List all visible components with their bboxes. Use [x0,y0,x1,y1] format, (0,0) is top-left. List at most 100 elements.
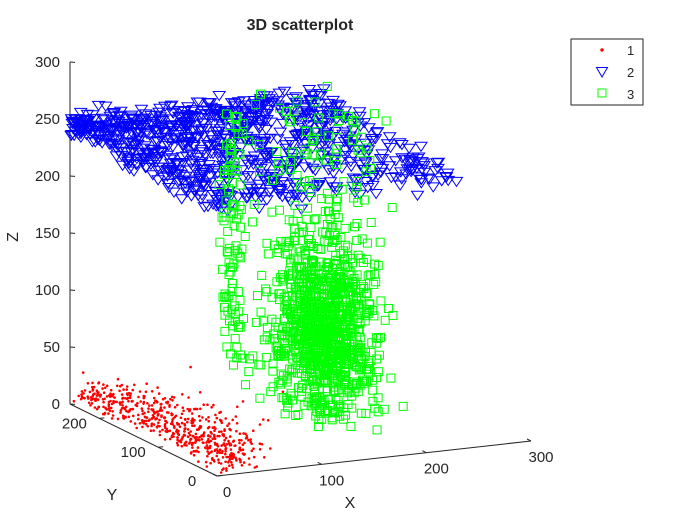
series-2-point [318,147,333,158]
series-2-point [138,163,153,174]
series-3-point [257,270,267,280]
series-1-point [131,407,135,411]
series-3-point [276,237,286,247]
series-3-points [214,81,408,435]
series-3-point [277,375,287,385]
series-1-point [109,388,113,392]
series-3-point [268,175,277,185]
series-3-point [341,410,351,420]
series-2-point [152,152,167,163]
series-2-point [257,115,272,126]
series-3-point [263,249,273,259]
series-3-point [310,387,320,397]
series-2-point [195,118,210,130]
series-2-point [414,174,429,186]
series-3-point [325,370,335,380]
series-3-point [301,145,310,155]
series-3-point [238,118,248,128]
series-2-point [414,141,428,153]
series-1-point [147,410,150,414]
series-1-point [247,438,250,442]
series-1-point [231,466,235,469]
series-2-point [160,178,175,190]
series-1-point [243,452,246,456]
series-1-point [173,405,177,409]
series-1-point [260,443,264,446]
series-3-point [369,109,379,119]
series-1-point [211,426,215,430]
series-3-point [348,116,357,125]
series-3-point [289,253,299,263]
series-3-point [356,148,366,158]
series-1-point [224,447,227,451]
series-2-point [151,175,166,186]
series-3-point [355,303,365,313]
series-3-point [317,194,327,204]
series-3-point [387,203,397,212]
series-3-point [255,393,265,403]
series-1-point [183,427,186,431]
series-2-point [277,86,292,98]
series-2-point [252,179,266,191]
series-1-point [215,443,219,447]
series-2-point [259,195,274,206]
series-1-point [93,392,96,396]
series-2-point [120,156,135,168]
series-3-point [331,160,341,169]
series-2-point [113,106,128,118]
series-1-point [115,400,118,404]
series-1-point [129,392,132,395]
series-1-point [218,430,221,434]
series-2-point [109,151,124,162]
series-3-point [323,131,333,141]
series-1-point [180,438,183,442]
series-3-point [366,218,376,227]
series-2-point [394,140,409,151]
series-3-point [351,361,361,371]
series-2-point [272,88,287,100]
series-2-point [246,105,261,116]
series-3-point [235,295,245,305]
series-1-point [156,386,159,389]
series-3-point [244,367,254,377]
series-1-point [149,429,153,433]
series-2-point [196,168,211,179]
series-2-point [212,176,227,187]
series-2-point [142,130,157,142]
series-3-point [354,363,364,373]
series-1-point [171,420,174,424]
series-2-point [224,190,239,202]
series-2-point [73,107,88,119]
series-3-point [331,256,340,266]
series-2-point [180,102,195,113]
series-3-point [321,265,331,275]
series-1-point [199,407,202,411]
series-3-point [369,279,379,289]
series-1-point [121,401,124,404]
series-3-point [227,208,237,218]
series-2-point [143,159,158,171]
series-1-point [141,425,144,429]
series-3-point [280,302,290,312]
series-1-point [195,428,199,431]
series-2-point [257,109,272,120]
series-1-point [218,411,221,415]
series-3-point [331,289,341,299]
series-2-point [268,160,283,171]
series-3-point [368,306,378,315]
series-3-point [346,253,356,263]
x-axis-label: X [345,495,356,512]
series-1-point [181,406,185,410]
series-2-point [175,152,190,163]
series-3-point [309,342,319,352]
series-1-point [240,464,244,467]
series-1-point [189,365,192,369]
series-1-point [121,414,125,418]
series-1-point [143,415,147,419]
series-1-point [176,403,179,407]
series-1-point [113,396,116,399]
series-1-point [234,415,238,418]
series-3-point [238,129,248,139]
series-1-point [132,414,135,418]
series-1-point [183,443,186,447]
